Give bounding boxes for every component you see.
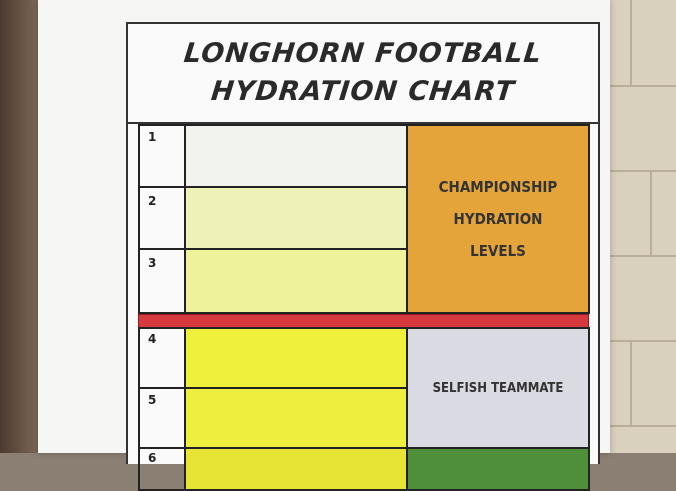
poster-paper: LONGHORN FOOTBALL HYDRATION CHART 1 2 3 … <box>38 0 610 491</box>
door-frame <box>0 0 40 453</box>
brick-line <box>590 425 676 427</box>
row-number: 3 <box>148 256 157 270</box>
row-number-cell <box>138 447 186 491</box>
chart-title-line2: HYDRATION CHART <box>209 76 517 107</box>
selfish-teammate-zone: SELFISH TEAMMATE <box>406 327 590 449</box>
row-number: 5 <box>148 393 157 407</box>
hydration-chart: LONGHORN FOOTBALL HYDRATION CHART 1 2 3 … <box>126 22 600 491</box>
brick-line <box>590 170 676 172</box>
brick-line <box>590 340 676 342</box>
next-zone <box>406 447 590 491</box>
color-swatch <box>184 327 408 389</box>
brick-line <box>590 255 676 257</box>
championship-line1: CHAMPIONSHIP <box>438 178 558 196</box>
title-divider <box>128 122 598 124</box>
brick-joint <box>650 170 652 255</box>
chart-title-line1: LONGHORN FOOTBALL <box>182 38 544 69</box>
brick-joint <box>630 0 632 85</box>
row-number-cell <box>138 186 186 250</box>
selfish-teammate-label: SELFISH TEAMMATE <box>432 380 564 396</box>
row-number-cell <box>138 387 186 449</box>
red-separator <box>138 314 589 328</box>
brick-joint <box>630 340 632 425</box>
brick-line <box>590 85 676 87</box>
row-number-cell <box>138 124 186 188</box>
championship-zone: CHAMPIONSHIP HYDRATION LEVELS <box>406 124 590 314</box>
row-number: 2 <box>148 194 157 208</box>
color-swatch <box>184 186 408 250</box>
color-swatch <box>184 447 408 491</box>
row-number-cell <box>138 248 186 314</box>
row-number: 4 <box>148 332 157 346</box>
championship-line2: HYDRATION <box>453 210 543 228</box>
row-number-cell <box>138 327 186 389</box>
color-swatch <box>184 387 408 449</box>
row-number: 1 <box>148 130 157 144</box>
color-swatch <box>184 248 408 314</box>
color-swatch <box>184 124 408 188</box>
championship-line3: LEVELS <box>470 242 526 260</box>
row-number: 6 <box>148 451 157 465</box>
